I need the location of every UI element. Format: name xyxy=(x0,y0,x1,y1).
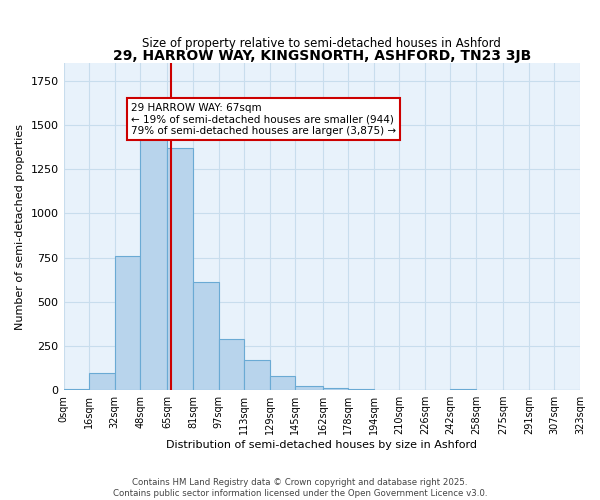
Bar xyxy=(218,339,244,390)
Bar xyxy=(323,388,348,390)
Bar xyxy=(193,282,218,390)
X-axis label: Distribution of semi-detached houses by size in Ashford: Distribution of semi-detached houses by … xyxy=(166,440,477,450)
Y-axis label: Number of semi-detached properties: Number of semi-detached properties xyxy=(15,124,25,330)
Bar xyxy=(167,148,193,390)
Bar xyxy=(270,376,295,390)
Text: Size of property relative to semi-detached houses in Ashford: Size of property relative to semi-detach… xyxy=(142,38,501,51)
Text: Contains HM Land Registry data © Crown copyright and database right 2025.
Contai: Contains HM Land Registry data © Crown c… xyxy=(113,478,487,498)
Bar xyxy=(451,389,476,390)
Title: 29, HARROW WAY, KINGSNORTH, ASHFORD, TN23 3JB: 29, HARROW WAY, KINGSNORTH, ASHFORD, TN2… xyxy=(113,50,531,64)
Bar xyxy=(295,386,323,390)
Bar xyxy=(64,389,89,390)
Bar xyxy=(89,374,115,390)
Bar xyxy=(244,360,270,390)
Text: 29 HARROW WAY: 67sqm
← 19% of semi-detached houses are smaller (944)
79% of semi: 29 HARROW WAY: 67sqm ← 19% of semi-detac… xyxy=(131,102,396,136)
Bar xyxy=(115,256,140,390)
Bar xyxy=(140,134,167,390)
Bar xyxy=(348,389,374,390)
